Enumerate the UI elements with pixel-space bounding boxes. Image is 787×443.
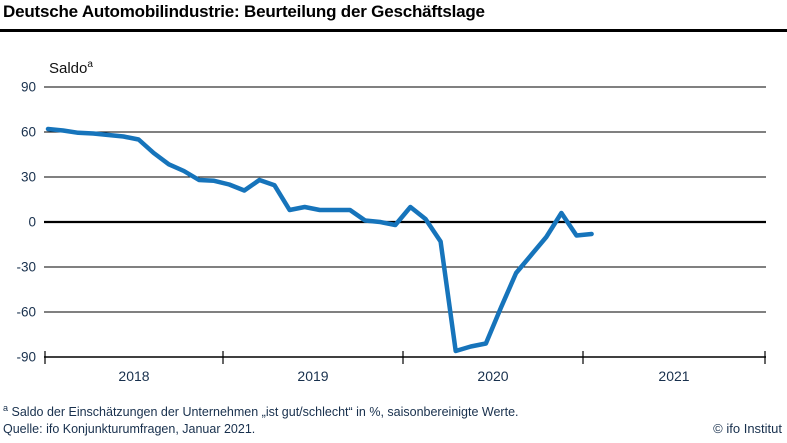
y-tick-label: -90 [16, 350, 36, 365]
y-axis-title-text: Saldo [49, 60, 88, 77]
data-line [45, 126, 594, 354]
footnote-marker: a [3, 403, 9, 413]
y-axis-title-footnote-marker: a [87, 59, 93, 70]
copyright: © ifo Institut [713, 421, 782, 436]
x-tick-label: 2019 [297, 368, 328, 384]
y-axis-title: Saldoa [49, 59, 93, 77]
footnote-line: a Saldo der Einschätzungen der Unternehm… [3, 400, 519, 421]
footnote-block: a Saldo der Einschätzungen der Unternehm… [3, 400, 519, 438]
chart-title: Deutsche Automobilindustrie: Beurteilung… [3, 2, 485, 21]
footnote-text: Saldo der Einschätzungen der Unternehmen… [11, 405, 519, 420]
y-tick-label: -60 [16, 305, 36, 320]
y-tick-label: 60 [21, 125, 36, 140]
y-tick-label: 0 [28, 215, 36, 230]
y-tick-label: 30 [21, 170, 36, 185]
x-tick-label: 2018 [118, 368, 149, 384]
y-tick-label: -30 [16, 260, 36, 275]
y-tick-label: 90 [21, 80, 36, 95]
x-tick-label: 2020 [477, 368, 508, 384]
source-line: Quelle: ifo Konjunkturumfragen, Januar 2… [3, 422, 256, 437]
x-tick-label: 2021 [658, 368, 689, 384]
title-rule [0, 29, 787, 32]
